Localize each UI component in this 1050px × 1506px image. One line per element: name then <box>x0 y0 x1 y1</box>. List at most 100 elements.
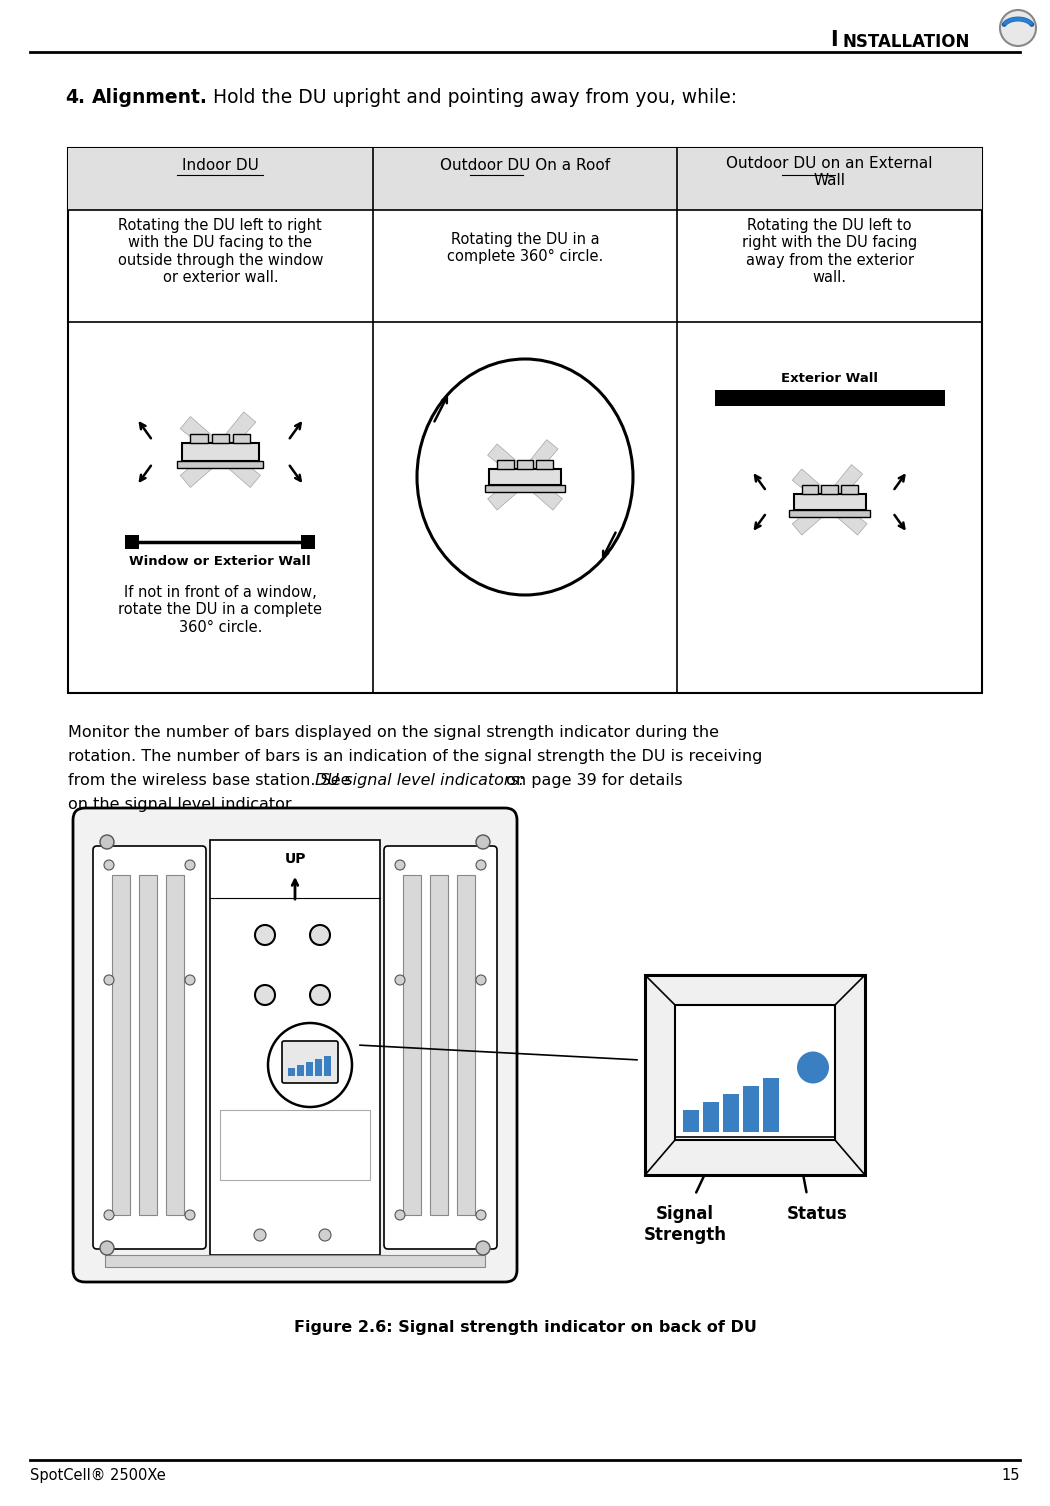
Bar <box>457 875 475 1215</box>
Text: Exterior Wall: Exterior Wall <box>781 372 878 386</box>
Bar <box>802 485 818 494</box>
Text: Outdoor DU on an External
Wall: Outdoor DU on an External Wall <box>727 157 932 188</box>
Text: Rotating the DU left to right
with the DU facing to the
outside through the wind: Rotating the DU left to right with the D… <box>118 218 323 285</box>
Bar <box>139 875 157 1215</box>
Bar <box>220 1110 370 1181</box>
Bar <box>537 459 553 468</box>
Text: on page 39 for details: on page 39 for details <box>501 773 682 788</box>
Circle shape <box>310 925 330 944</box>
Bar <box>723 1093 739 1133</box>
Bar <box>790 511 869 517</box>
Bar <box>715 390 945 407</box>
Text: If not in front of a window,
rotate the DU in a complete
360° circle.: If not in front of a window, rotate the … <box>119 584 322 636</box>
Polygon shape <box>521 471 563 511</box>
Bar <box>675 1005 835 1140</box>
Bar <box>430 875 448 1215</box>
Circle shape <box>255 925 275 944</box>
Text: 15: 15 <box>1002 1468 1020 1483</box>
Circle shape <box>100 1241 114 1254</box>
Text: rotation. The number of bars is an indication of the signal strength the DU is r: rotation. The number of bars is an indic… <box>68 748 762 764</box>
Bar <box>324 1056 331 1075</box>
Bar <box>190 434 208 443</box>
Text: Rotating the DU in a
complete 360° circle.: Rotating the DU in a complete 360° circl… <box>447 232 603 265</box>
Polygon shape <box>793 468 834 508</box>
Circle shape <box>185 974 195 985</box>
Circle shape <box>395 1209 405 1220</box>
Polygon shape <box>487 444 529 482</box>
Circle shape <box>476 1241 490 1254</box>
Bar <box>497 459 513 468</box>
Circle shape <box>268 1023 352 1107</box>
Bar <box>704 1102 719 1133</box>
Text: Window or Exterior Wall: Window or Exterior Wall <box>129 556 311 568</box>
Bar <box>306 1062 313 1075</box>
Text: Outdoor DU On a Roof: Outdoor DU On a Roof <box>440 158 610 173</box>
Bar <box>403 875 421 1215</box>
Bar <box>301 535 315 550</box>
Circle shape <box>476 974 486 985</box>
Text: UP: UP <box>285 852 306 866</box>
Bar <box>288 1068 295 1075</box>
Polygon shape <box>825 497 867 535</box>
Text: Indoor DU: Indoor DU <box>182 158 258 173</box>
FancyBboxPatch shape <box>384 846 497 1248</box>
Bar <box>297 1065 304 1075</box>
Text: Figure 2.6: Signal strength indicator on back of DU: Figure 2.6: Signal strength indicator on… <box>294 1319 756 1334</box>
Bar <box>210 840 380 1254</box>
Polygon shape <box>793 497 834 535</box>
Bar <box>105 1254 485 1267</box>
Text: SpotCell® 2500Xe: SpotCell® 2500Xe <box>30 1468 166 1483</box>
Bar <box>821 485 838 494</box>
Bar <box>68 148 982 693</box>
Bar <box>211 434 229 443</box>
Circle shape <box>476 860 486 870</box>
Bar <box>517 459 533 468</box>
Circle shape <box>100 834 114 849</box>
Bar <box>743 1086 759 1133</box>
Circle shape <box>185 1209 195 1220</box>
Bar <box>489 468 561 485</box>
Circle shape <box>1000 11 1036 47</box>
Polygon shape <box>181 417 225 458</box>
Text: Rotating the DU left to
right with the DU facing
away from the exterior
wall.: Rotating the DU left to right with the D… <box>742 218 918 285</box>
Text: Status: Status <box>786 1205 847 1223</box>
Bar <box>794 494 866 511</box>
Circle shape <box>395 860 405 870</box>
Bar <box>125 535 140 550</box>
Bar <box>315 1059 322 1075</box>
Polygon shape <box>215 411 256 456</box>
Text: from the wireless base station. See: from the wireless base station. See <box>68 773 356 788</box>
Bar <box>112 875 130 1215</box>
Text: Hold the DU upright and pointing away from you, while:: Hold the DU upright and pointing away fr… <box>207 87 737 107</box>
Bar <box>645 974 865 1175</box>
Text: NSTALLATION: NSTALLATION <box>842 33 969 51</box>
Text: Monitor the number of bars displayed on the signal strength indicator during the: Monitor the number of bars displayed on … <box>68 724 719 739</box>
Circle shape <box>104 1209 114 1220</box>
Circle shape <box>797 1051 830 1083</box>
Polygon shape <box>216 447 260 488</box>
Circle shape <box>254 1229 266 1241</box>
Polygon shape <box>487 471 529 511</box>
Text: DU signal level indicators:: DU signal level indicators: <box>315 773 524 788</box>
Circle shape <box>395 974 405 985</box>
Bar <box>182 443 259 461</box>
Bar <box>233 434 250 443</box>
Circle shape <box>185 860 195 870</box>
Circle shape <box>104 860 114 870</box>
Text: Signal
Strength: Signal Strength <box>644 1205 727 1244</box>
FancyBboxPatch shape <box>93 846 206 1248</box>
FancyBboxPatch shape <box>74 809 517 1282</box>
Bar <box>177 461 264 468</box>
Circle shape <box>476 834 490 849</box>
Text: 4.: 4. <box>65 87 85 107</box>
Bar <box>763 1078 779 1133</box>
Text: Alignment.: Alignment. <box>92 87 208 107</box>
Bar <box>485 485 565 492</box>
Circle shape <box>310 985 330 1005</box>
FancyBboxPatch shape <box>282 1041 338 1083</box>
Circle shape <box>255 985 275 1005</box>
Text: I: I <box>830 30 838 50</box>
Circle shape <box>104 974 114 985</box>
Bar <box>841 485 858 494</box>
Circle shape <box>319 1229 331 1241</box>
